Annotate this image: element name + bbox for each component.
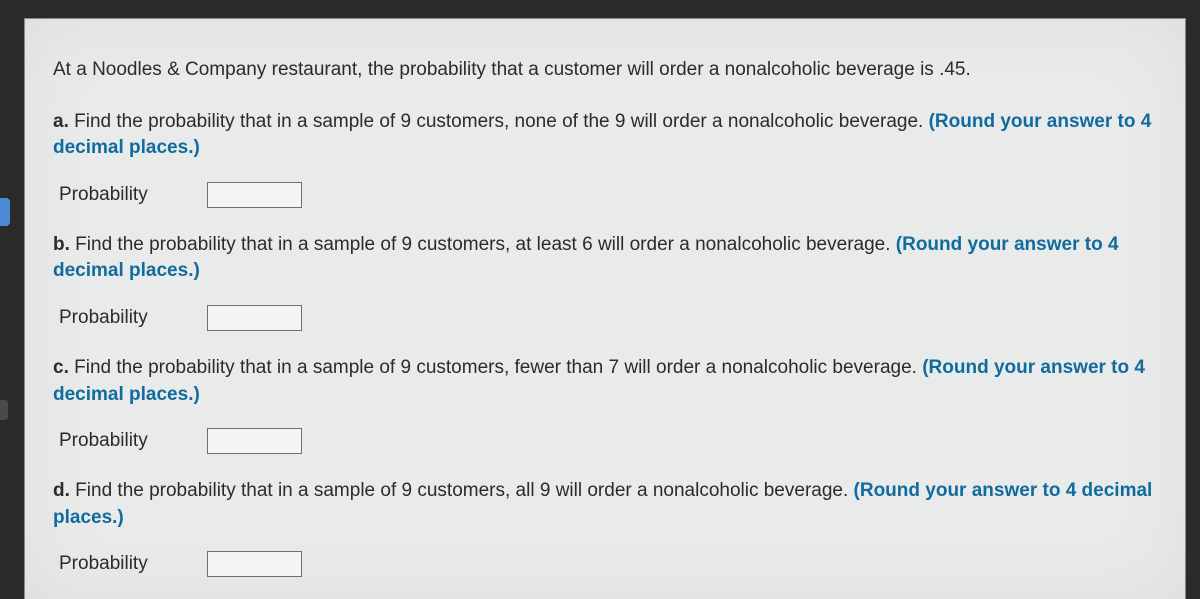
part-b: b. Find the probability that in a sample… xyxy=(53,232,1157,331)
part-c-text: Find the probability that in a sample of… xyxy=(69,357,922,378)
part-a-answer-row: Probability xyxy=(59,182,1157,208)
part-a-letter: a. xyxy=(53,111,69,132)
part-a-input[interactable] xyxy=(207,182,302,208)
part-d-text: Find the probability that in a sample of… xyxy=(70,480,854,501)
part-b-prompt: b. Find the probability that in a sample… xyxy=(53,232,1157,285)
part-b-answer-row: Probability xyxy=(59,305,1157,331)
question-intro: At a Noodles & Company restaurant, the p… xyxy=(53,57,1157,83)
part-d-letter: d. xyxy=(53,480,70,501)
part-c-letter: c. xyxy=(53,357,69,378)
side-tab-indicator xyxy=(0,198,10,226)
part-b-letter: b. xyxy=(53,234,70,255)
part-a-prompt: a. Find the probability that in a sample… xyxy=(53,109,1157,162)
part-c-prompt: c. Find the probability that in a sample… xyxy=(53,355,1157,408)
side-tab-secondary xyxy=(0,400,8,420)
part-b-input[interactable] xyxy=(207,305,302,331)
part-a-answer-label: Probability xyxy=(59,184,159,206)
part-c-answer-label: Probability xyxy=(59,430,159,452)
part-c: c. Find the probability that in a sample… xyxy=(53,355,1157,454)
part-c-input[interactable] xyxy=(207,428,302,454)
part-a-text: Find the probability that in a sample of… xyxy=(69,111,929,132)
part-b-answer-label: Probability xyxy=(59,307,159,329)
part-d-prompt: d. Find the probability that in a sample… xyxy=(53,478,1157,531)
part-b-text: Find the probability that in a sample of… xyxy=(70,234,896,255)
part-d-answer-label: Probability xyxy=(59,553,159,575)
question-card: At a Noodles & Company restaurant, the p… xyxy=(24,18,1186,599)
part-a: a. Find the probability that in a sample… xyxy=(53,109,1157,208)
part-d-answer-row: Probability xyxy=(59,551,1157,577)
part-c-answer-row: Probability xyxy=(59,428,1157,454)
part-d: d. Find the probability that in a sample… xyxy=(53,478,1157,577)
part-d-input[interactable] xyxy=(207,551,302,577)
